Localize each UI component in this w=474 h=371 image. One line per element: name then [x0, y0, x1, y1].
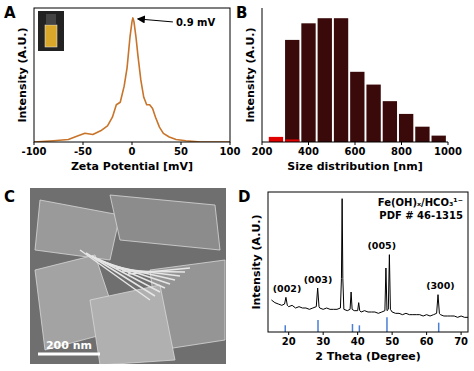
reference-peak: [359, 325, 361, 332]
sem-image: [30, 188, 226, 364]
bar: [415, 127, 429, 142]
plot-area: [34, 18, 230, 142]
x-tick: [34, 142, 35, 145]
x-tick: [308, 142, 309, 145]
scale-bar-label: 200 nm: [46, 339, 92, 352]
x-tick: [461, 332, 462, 335]
x-tick: [401, 142, 402, 145]
bar: [269, 137, 283, 142]
panel-label: D: [238, 188, 250, 206]
sem-texture: [35, 195, 225, 364]
x-tick: [230, 142, 231, 145]
bar: [285, 40, 299, 142]
x-tick-label: 200: [252, 146, 273, 157]
x-tick: [262, 142, 263, 145]
bar: [334, 18, 348, 142]
x-tick: [357, 332, 358, 335]
y-axis-label: Intensity (A.U.): [16, 27, 29, 122]
x-tick: [355, 142, 356, 145]
flake: [35, 200, 120, 260]
x-tick: [288, 332, 289, 335]
bar: [301, 23, 315, 142]
reference-peak: [284, 325, 286, 332]
x-tick-label: 800: [391, 146, 412, 157]
reference-peak: [352, 324, 354, 332]
y-axis-label: Intensity (A.U.): [250, 214, 263, 309]
bar: [432, 136, 446, 142]
bar: [399, 114, 413, 142]
panel-label: A: [4, 4, 16, 22]
y-axis-line: [262, 8, 263, 142]
plot-area: [269, 18, 446, 142]
panel-label: C: [4, 188, 15, 206]
x-tick-label: 60: [420, 336, 434, 347]
x-tick: [448, 142, 449, 145]
vial-liquid: [45, 25, 57, 47]
x-tick-label: 50: [385, 336, 399, 347]
x-tick: [426, 332, 427, 335]
x-tick-label: 100: [220, 146, 241, 157]
x-tick-label: 50: [174, 146, 188, 157]
x-axis-label: Size distribution [nm]: [287, 160, 422, 173]
lamella: [80, 250, 150, 300]
lamella: [86, 253, 155, 296]
legend-text: PDF # 46-1315: [379, 210, 463, 221]
data-line: [34, 18, 230, 142]
peak-label: (005): [368, 240, 397, 251]
x-axis-label: Zeta Potential [mV]: [71, 160, 193, 173]
figure: A -100 -50 0 50 100 Zeta Potential [mV] Intensi…: [0, 0, 474, 371]
bar: [350, 72, 364, 142]
x-tick-label: 0: [129, 146, 136, 157]
plot-frame: [268, 192, 468, 332]
x-axis-label: 2 Theta (Degree): [315, 350, 421, 363]
x-tick: [132, 142, 133, 145]
annotation-arrow: [138, 19, 173, 22]
legend-text: Fe(OH)ₓ/HCO₃¹⁻: [378, 197, 463, 208]
panel-b: B 200 400 600 800 1000 Size distribution [nm] I…: [236, 4, 462, 173]
x-tick-label: 600: [345, 146, 366, 157]
peak-label: (300): [426, 280, 455, 291]
y-axis-label: Intensity (A.U.): [244, 27, 257, 122]
x-tick: [323, 332, 324, 335]
reference-peak: [438, 323, 440, 332]
x-tick-label: -100: [21, 146, 46, 157]
flake: [90, 285, 175, 364]
data-line: [271, 199, 468, 318]
peak-label: (002): [273, 283, 302, 294]
plot-area: [271, 199, 468, 332]
x-tick: [181, 142, 182, 145]
x-tick-label: 30: [316, 336, 330, 347]
peak-label: (003): [304, 274, 333, 285]
bar: [318, 18, 332, 142]
panel-label: B: [236, 4, 247, 22]
bar: [366, 85, 380, 142]
flake: [110, 195, 220, 250]
plot-frame: [34, 8, 230, 142]
x-tick-label: 1000: [434, 146, 462, 157]
x-tick-label: 70: [454, 336, 468, 347]
x-tick-label: 20: [282, 336, 296, 347]
x-tick: [392, 332, 393, 335]
x-tick: [83, 142, 84, 145]
panel-d: D 20 30 40 50 60 70 2 Theta (Degree) Intensity (…: [238, 188, 468, 363]
bar: [383, 101, 397, 142]
lamella: [128, 268, 190, 274]
annotation: 0.9 mV: [176, 17, 216, 28]
panel-a: A -100 -50 0 50 100 Zeta Potential [mV] Intensi…: [4, 4, 240, 173]
vial-cap: [46, 14, 56, 24]
inset-photo: [38, 11, 64, 51]
panel-c: C 200 nm: [4, 188, 226, 365]
scale-bar: [38, 353, 100, 356]
x-tick-label: 400: [298, 146, 319, 157]
reference-peak: [317, 320, 319, 332]
x-tick-label: -50: [74, 146, 92, 157]
x-tick-label: 40: [351, 336, 365, 347]
reference-peak: [386, 317, 388, 332]
